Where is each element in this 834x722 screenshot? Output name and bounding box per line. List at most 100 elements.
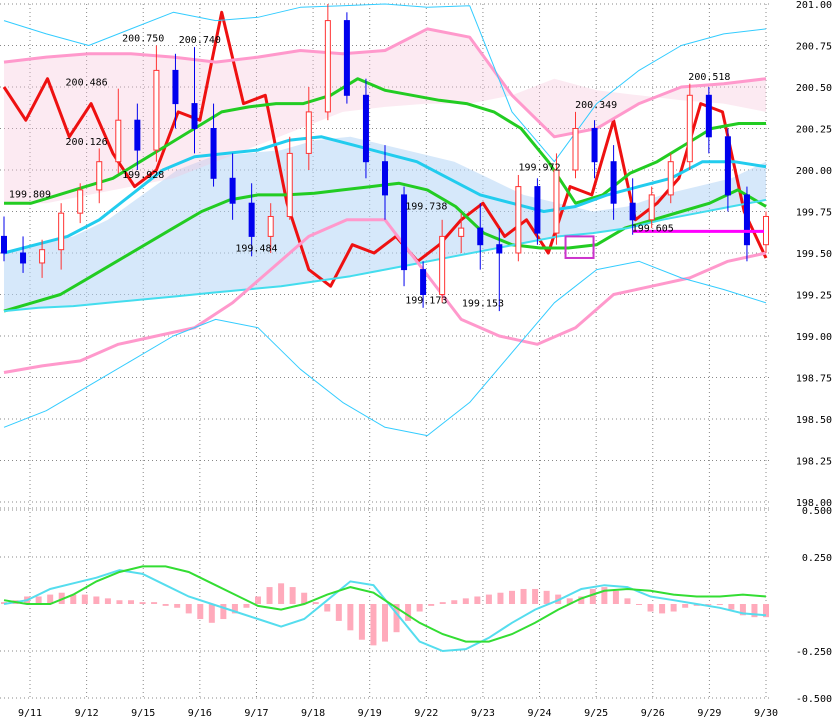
macd-histogram-bar (35, 596, 42, 604)
macd-histogram-bar (208, 604, 215, 623)
price-annotation: 199.972 (518, 163, 560, 174)
candle-body (515, 186, 522, 254)
macd-histogram-bar (589, 588, 596, 604)
candle-body (705, 94, 712, 138)
candle-body (267, 215, 274, 237)
price-annotation: 199.173 (405, 295, 447, 306)
macd-histogram-bar (139, 602, 146, 604)
y-tick-label: 200.25 (796, 125, 832, 136)
y-tick-label: 198.75 (796, 374, 832, 385)
candle-body (115, 119, 122, 163)
candle-body (420, 269, 427, 296)
macd-histogram-bar (728, 604, 735, 610)
macd-line (3, 565, 767, 643)
macd-histogram-bar (174, 604, 181, 608)
macd-histogram-bar (370, 604, 377, 646)
macd-histogram-bar (347, 604, 354, 631)
macd-y-tick-label: 0.250 (802, 553, 832, 564)
macd-histogram-bar (636, 604, 642, 605)
price-annotation: 199.605 (632, 224, 674, 235)
x-tick-label: 9/18 (301, 708, 325, 719)
macd-histogram-bar (81, 594, 88, 604)
macd-histogram-bar (474, 596, 481, 604)
candle-body (362, 94, 369, 163)
macd-histogram-bar (739, 604, 746, 616)
macd-histogram-bar (243, 604, 250, 608)
macd-histogram-bar (439, 602, 446, 604)
macd-histogram-bar (312, 602, 319, 604)
price-annotation: 200.349 (575, 100, 617, 111)
macd-histogram-bar (335, 604, 342, 621)
macd-histogram-bar (612, 590, 619, 604)
macd-histogram-bar (682, 604, 689, 608)
macd-histogram-bar (532, 588, 539, 604)
x-tick-label: 9/15 (131, 708, 155, 719)
indicator-line (3, 198, 767, 313)
candle-body (763, 215, 769, 246)
candle-body (305, 111, 312, 154)
candle-body (248, 202, 255, 237)
macd-histogram-bar (93, 596, 100, 604)
macd-histogram-bar (416, 604, 423, 612)
macd-histogram-bar (659, 604, 666, 614)
candle-body (439, 235, 446, 295)
macd-histogram-bar (451, 600, 458, 604)
price-annotation: 199.809 (9, 190, 51, 201)
macd-histogram-bar (116, 600, 123, 604)
candle-body (58, 212, 65, 251)
price-annotation: 199.484 (235, 244, 277, 255)
macd-histogram-bar (509, 590, 515, 604)
x-tick-label: 9/22 (414, 708, 438, 719)
macd-histogram-bar (601, 587, 608, 604)
macd-histogram-bar (185, 604, 192, 614)
x-tick-label: 9/26 (641, 708, 665, 719)
price-annotation: 200.486 (66, 77, 108, 88)
candlesticks (1, 4, 769, 312)
macd-histogram-bar (162, 604, 169, 606)
macd-histogram-bar (266, 587, 273, 604)
candle-body (20, 252, 27, 264)
candle-body (686, 94, 693, 163)
macd-y-tick-label: -0.500 (796, 694, 832, 705)
y-tick-label: 198.25 (796, 457, 832, 468)
macd-histogram-bar (255, 596, 261, 604)
x-tick-label: 9/11 (18, 708, 42, 719)
macd-y-tick-label: 0.500 (802, 506, 832, 517)
x-tick-label: 9/17 (244, 708, 268, 719)
macd-histogram-bar (624, 598, 631, 604)
macd-histogram-bar (393, 604, 400, 633)
candle-body (1, 235, 7, 254)
x-tick-label: 9/19 (358, 708, 382, 719)
candle-body (286, 152, 293, 217)
indicator-line (4, 77, 766, 205)
price-annotation: 200.740 (179, 35, 221, 46)
macd-histogram-bar (289, 587, 296, 604)
y-tick-label: 200.00 (796, 166, 832, 177)
indicator-line (2, 10, 768, 288)
y-tick-label: 198.50 (796, 415, 832, 426)
macd-histogram-bar (670, 604, 677, 612)
y-tick-label: 199.75 (796, 208, 832, 219)
candle-body (667, 161, 674, 196)
candle-body (39, 249, 46, 264)
cloud-area-blue (4, 136, 766, 312)
price-annotation: 200.518 (688, 72, 730, 83)
y-tick-label: 198.00 (796, 498, 832, 509)
macd-histogram-bar (485, 594, 492, 604)
y-tick-label: 201.00 (796, 0, 832, 11)
price-annotation: 199.153 (462, 299, 504, 310)
indicator-line (3, 27, 767, 139)
y-tick-label: 199.50 (796, 249, 832, 260)
candle-body (496, 244, 503, 254)
macd-histogram-bar (382, 604, 388, 642)
x-tick-label: 9/16 (188, 708, 212, 719)
x-tick-label: 9/29 (697, 708, 721, 719)
macd-histogram-bar (716, 604, 723, 605)
candle-body (534, 186, 541, 234)
price-annotation: 199.738 (405, 201, 447, 212)
y-axis-ticks: 201.00 200.75 200.50 200.25 200.00 199.75 199.… (796, 0, 832, 705)
macd-histogram-bar (220, 604, 227, 620)
macd-histogram-bar (104, 598, 111, 604)
